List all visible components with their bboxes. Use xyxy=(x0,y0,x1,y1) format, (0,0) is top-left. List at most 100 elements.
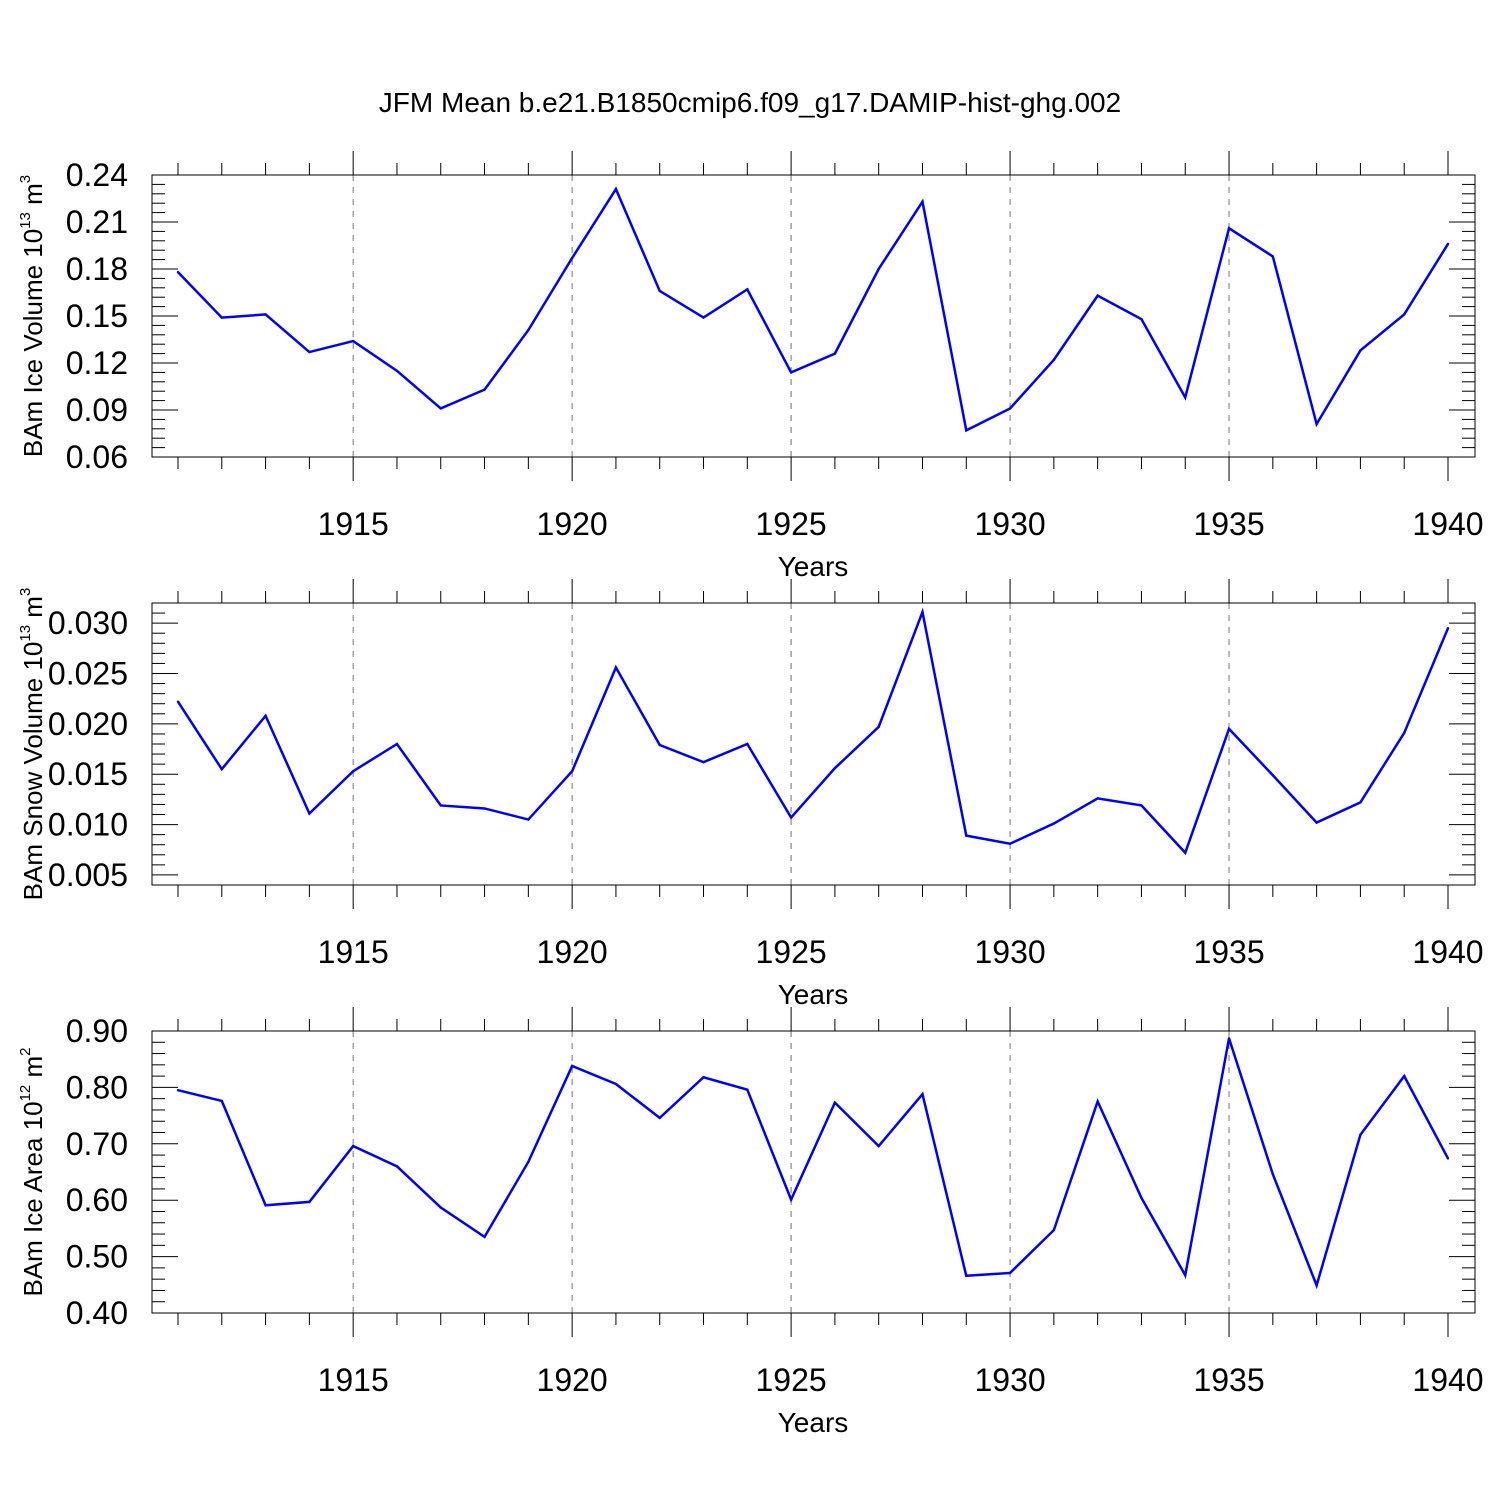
data-point xyxy=(1227,727,1231,731)
data-point xyxy=(570,1064,574,1068)
data-point xyxy=(439,804,442,807)
data-point xyxy=(658,743,661,747)
data-point xyxy=(921,610,924,614)
x-tick-label: 1925 xyxy=(756,934,827,970)
y-axis-label: BAm Ice Area 1012 m2 xyxy=(17,1047,48,1296)
panel-1: 0.06 0.09 0.12 0.15 0.18 0.21 0.24 1915 1920 1925… xyxy=(17,151,1484,582)
series-line xyxy=(177,1037,1450,1290)
x-axis-label: Years xyxy=(778,1407,849,1438)
data-point xyxy=(702,316,705,319)
data-point xyxy=(1359,801,1362,804)
data-point xyxy=(1140,317,1143,321)
x-tick-label: 1925 xyxy=(756,506,827,542)
x-tick-label: 1935 xyxy=(1193,1362,1264,1398)
data-point xyxy=(833,766,837,770)
data-point xyxy=(1008,407,1012,410)
data-point xyxy=(614,666,618,669)
data-point xyxy=(965,429,968,432)
y-axis-label-part: m xyxy=(18,596,48,625)
x-axis-label: Years xyxy=(778,979,849,1010)
x-tick-label: 1940 xyxy=(1412,934,1483,970)
data-point xyxy=(746,1088,749,1091)
data-point xyxy=(746,288,749,291)
y-tick-label: 0.09 xyxy=(66,392,128,428)
y-axis-label-part: m xyxy=(18,1056,48,1085)
data-point xyxy=(483,1235,486,1239)
data-point xyxy=(789,1198,793,1201)
y-tick-label: 0.70 xyxy=(66,1126,128,1162)
data-point xyxy=(570,256,574,260)
data-point xyxy=(1227,1037,1231,1040)
data-point xyxy=(1446,1157,1450,1160)
y-tick-label: 0.90 xyxy=(66,1013,128,1049)
x-tick-label: 1915 xyxy=(318,506,389,542)
data-point xyxy=(833,1101,837,1104)
data-point xyxy=(614,187,618,191)
y-axis-label: BAm Snow Volume 1013 m3 xyxy=(17,588,48,901)
x-tick-label: 1940 xyxy=(1412,1362,1483,1398)
data-point xyxy=(439,407,442,410)
data-point xyxy=(1403,731,1406,735)
data-point xyxy=(1271,774,1275,777)
data-point xyxy=(1184,396,1187,399)
data-point xyxy=(877,267,880,271)
data-point xyxy=(1271,255,1275,258)
x-tick-label: 1930 xyxy=(974,506,1045,542)
y-tick-label: 0.015 xyxy=(48,756,128,792)
x-axis-label: Years xyxy=(778,551,849,582)
data-point xyxy=(1446,626,1450,630)
data-point xyxy=(1184,851,1187,854)
data-point xyxy=(1096,797,1099,800)
data-point xyxy=(789,371,793,374)
panel-3: 0.40 0.50 0.60 0.70 0.80 0.90 1915 1920 1925 1930… xyxy=(17,1007,1484,1438)
y-axis-label-part: BAm Snow Volume 10 xyxy=(18,642,48,901)
data-point xyxy=(965,1274,968,1277)
data-point xyxy=(483,807,486,810)
data-point xyxy=(614,1082,618,1086)
data-point xyxy=(702,1076,705,1079)
y-tick-label: 0.010 xyxy=(48,807,128,843)
data-point xyxy=(1096,294,1099,297)
y-tick-label: 0.025 xyxy=(48,656,128,692)
y-tick-label: 0.020 xyxy=(48,706,128,742)
plot-frame xyxy=(151,1030,1476,1314)
data-point xyxy=(1227,227,1231,230)
data-point xyxy=(1315,1284,1318,1287)
data-point xyxy=(1008,1271,1012,1275)
data-point xyxy=(1140,1196,1143,1200)
data-point xyxy=(264,1204,267,1207)
x-tick-label: 1915 xyxy=(318,1362,389,1398)
data-point xyxy=(264,714,267,717)
y-axis-label-superscript: 2 xyxy=(17,1047,34,1055)
data-point xyxy=(1052,358,1056,362)
data-point xyxy=(702,760,705,764)
y-axis-label-part: BAm Ice Area 10 xyxy=(18,1101,48,1296)
y-axis-label-superscript: 3 xyxy=(17,175,34,183)
data-point xyxy=(351,1144,355,1148)
data-point xyxy=(264,313,267,316)
data-point xyxy=(877,1144,880,1148)
data-point xyxy=(308,812,311,815)
data-point xyxy=(176,270,180,274)
data-point xyxy=(965,834,968,837)
data-point xyxy=(351,769,355,773)
data-point xyxy=(308,350,311,354)
x-tick-label: 1935 xyxy=(1193,934,1264,970)
data-point xyxy=(439,1206,442,1209)
data-point xyxy=(789,816,793,819)
x-tick-label: 1920 xyxy=(537,506,608,542)
data-point xyxy=(833,352,837,355)
data-point xyxy=(527,328,530,332)
data-point xyxy=(220,767,223,771)
data-point xyxy=(527,818,530,821)
y-axis-label: BAm Ice Volume 1013 m3 xyxy=(17,175,48,457)
data-point xyxy=(1271,1173,1275,1176)
series-line xyxy=(177,186,1450,433)
plot-frame xyxy=(151,174,1476,458)
x-tick-label: 1915 xyxy=(318,934,389,970)
x-tick-label: 1920 xyxy=(537,1362,608,1398)
data-point xyxy=(1315,422,1318,426)
y-axis-label-superscript: 12 xyxy=(17,1085,34,1102)
chart-title: JFM Mean b.e21.B1850cmip6.f09_g17.DAMIP-… xyxy=(379,87,1121,118)
